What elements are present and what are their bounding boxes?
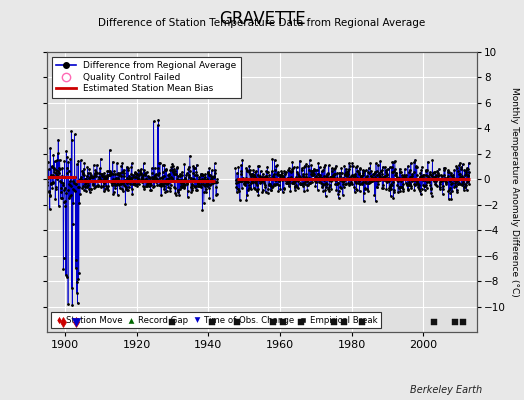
Y-axis label: Monthly Temperature Anomaly Difference (°C): Monthly Temperature Anomaly Difference (… <box>510 87 519 297</box>
Legend: Station Move, Record Gap, Time of Obs. Change, Empirical Break: Station Move, Record Gap, Time of Obs. C… <box>51 312 380 328</box>
Text: Difference of Station Temperature Data from Regional Average: Difference of Station Temperature Data f… <box>99 18 425 28</box>
Text: GRAVETTE: GRAVETTE <box>219 10 305 28</box>
Text: Berkeley Earth: Berkeley Earth <box>410 385 482 395</box>
